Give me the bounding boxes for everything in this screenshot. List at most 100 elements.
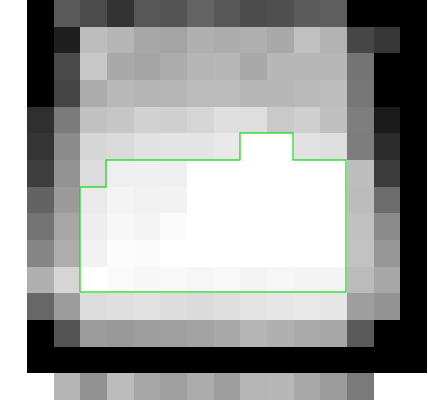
image-pixel xyxy=(266,213,294,240)
image-pixel xyxy=(373,373,401,400)
image-pixel xyxy=(80,239,107,267)
image-pixel xyxy=(53,106,81,134)
image-pixel xyxy=(27,346,54,374)
image-pixel xyxy=(80,213,107,240)
image-pixel xyxy=(346,373,374,400)
image-pixel xyxy=(346,53,374,80)
image-pixel xyxy=(320,159,347,187)
image-pixel xyxy=(80,159,107,187)
image-pixel xyxy=(373,159,401,187)
image-pixel xyxy=(240,53,267,80)
image-pixel xyxy=(373,26,401,54)
image-pixel xyxy=(133,53,161,80)
image-pixel xyxy=(266,266,294,294)
image-pixel xyxy=(213,319,241,347)
image-pixel xyxy=(240,319,267,347)
image-pixel xyxy=(106,159,134,187)
image-pixel xyxy=(266,0,294,27)
image-pixel xyxy=(400,213,427,240)
image-pixel xyxy=(133,186,161,214)
image-pixel xyxy=(80,106,107,134)
image-pixel xyxy=(400,346,427,374)
image-pixel xyxy=(240,0,267,27)
image-pixel xyxy=(106,239,134,267)
image-pixel xyxy=(160,26,187,54)
image-pixel xyxy=(240,186,267,214)
image-pixel xyxy=(160,106,187,134)
image-pixel xyxy=(400,0,427,27)
image-pixel xyxy=(320,79,347,107)
image-pixel xyxy=(293,0,321,27)
image-pixel xyxy=(320,133,347,160)
image-pixel xyxy=(53,79,81,107)
image-pixel xyxy=(400,373,427,400)
image-pixel xyxy=(53,133,81,160)
image-pixel xyxy=(213,346,241,374)
image-pixel xyxy=(106,266,134,294)
image-pixel xyxy=(266,26,294,54)
image-pixel xyxy=(186,0,214,27)
image-pixel xyxy=(266,293,294,320)
image-pixel xyxy=(186,53,214,80)
image-pixel xyxy=(133,319,161,347)
image-pixel xyxy=(213,213,241,240)
image-pixel xyxy=(320,293,347,320)
image-pixel xyxy=(186,106,214,134)
image-pixel xyxy=(266,373,294,400)
image-pixel xyxy=(373,266,401,294)
image-pixel xyxy=(373,239,401,267)
image-pixel xyxy=(373,213,401,240)
image-pixel xyxy=(106,26,134,54)
image-pixel xyxy=(106,106,134,134)
image-pixel xyxy=(186,373,214,400)
image-pixel xyxy=(213,239,241,267)
image-pixel xyxy=(106,133,134,160)
image-pixel xyxy=(400,79,427,107)
image-pixel xyxy=(373,106,401,134)
image-pixel xyxy=(27,319,54,347)
image-pixel xyxy=(320,319,347,347)
image-pixel xyxy=(160,53,187,80)
image-pixel xyxy=(240,159,267,187)
image-pixel xyxy=(80,319,107,347)
image-pixel xyxy=(186,239,214,267)
pixelated-image xyxy=(27,0,427,400)
image-pixel xyxy=(53,346,81,374)
image-pixel xyxy=(133,0,161,27)
image-pixel xyxy=(106,293,134,320)
image-pixel xyxy=(53,319,81,347)
image-pixel xyxy=(160,0,187,27)
image-pixel xyxy=(213,159,241,187)
image-pixel xyxy=(213,266,241,294)
image-pixel xyxy=(213,106,241,134)
image-pixel xyxy=(400,266,427,294)
image-pixel xyxy=(320,53,347,80)
image-pixel xyxy=(27,373,54,400)
image-pixel xyxy=(186,133,214,160)
image-pixel xyxy=(400,293,427,320)
image-pixel xyxy=(53,186,81,214)
image-pixel xyxy=(400,319,427,347)
image-pixel xyxy=(293,133,321,160)
image-pixel xyxy=(106,373,134,400)
image-pixel xyxy=(27,159,54,187)
image-pixel xyxy=(27,26,54,54)
image-pixel xyxy=(186,159,214,187)
image-pixel xyxy=(80,266,107,294)
image-pixel xyxy=(346,266,374,294)
image-pixel xyxy=(400,239,427,267)
image-pixel xyxy=(27,213,54,240)
image-pixel xyxy=(160,266,187,294)
image-pixel xyxy=(346,239,374,267)
image-pixel xyxy=(133,159,161,187)
image-pixel xyxy=(27,239,54,267)
image-pixel xyxy=(53,26,81,54)
image-pixel xyxy=(266,346,294,374)
image-pixel xyxy=(27,79,54,107)
image-pixel xyxy=(266,133,294,160)
image-pixel xyxy=(293,79,321,107)
image-pixel xyxy=(346,106,374,134)
image-pixel xyxy=(133,266,161,294)
image-pixel xyxy=(320,346,347,374)
